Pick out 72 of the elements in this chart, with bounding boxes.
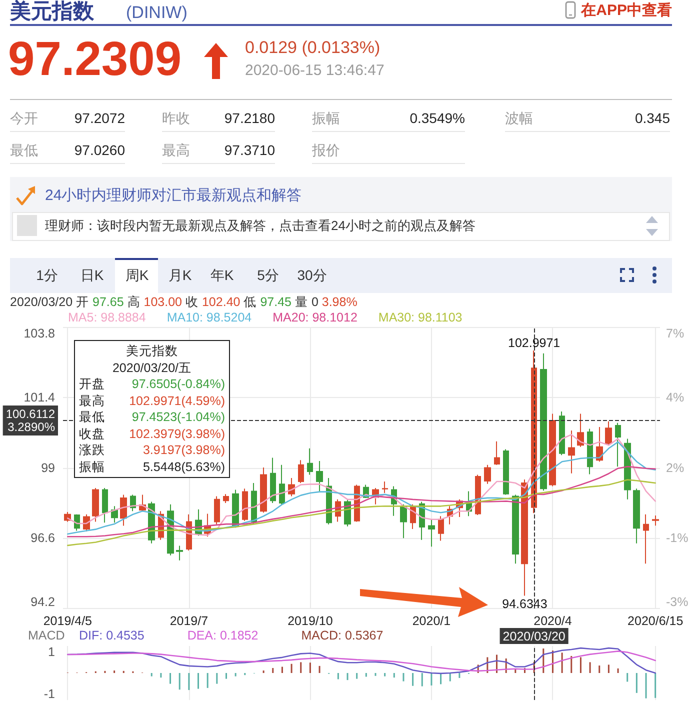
text: 0.3549% bbox=[410, 109, 465, 128]
annotation: 102.9971(4.59%) bbox=[129, 392, 225, 409]
text: 振幅 bbox=[312, 109, 340, 128]
annotation: 97.6505(-0.84%) bbox=[132, 376, 225, 392]
text: 最低 bbox=[10, 141, 38, 160]
annotation: 收盘 bbox=[79, 426, 105, 442]
text: 年K bbox=[210, 266, 234, 284]
text: 今开 bbox=[10, 109, 38, 128]
text: 2020/03/20 开 97.65 高 103.00 收 102.40 低 97.45 量 0 3.98% bbox=[10, 295, 358, 309]
annotation: 2020/03/20/五 bbox=[112, 360, 192, 374]
annotation: 振幅 bbox=[79, 458, 105, 475]
y-tick-label: -1 bbox=[44, 686, 56, 701]
text: 在APP中查看 bbox=[581, 2, 672, 20]
text: 97.2180 bbox=[224, 109, 275, 128]
x-tick-label: 2019/4/5 bbox=[43, 614, 92, 628]
text: 理财师：该时段内暂无最新观点及解答，点击查看24小时之前的观点及解答 bbox=[45, 217, 476, 235]
text: 昨收 bbox=[162, 109, 190, 128]
text: 97.0260 bbox=[74, 141, 125, 160]
x-tick-label: 2020/03/20 bbox=[502, 630, 566, 644]
ref-line-label: 100.6112 3.2890% bbox=[6, 407, 56, 434]
y2-tick-label: 2% bbox=[666, 460, 684, 475]
text: MA5: 98.8884 bbox=[68, 310, 146, 324]
text: MA20: 98.1012 bbox=[272, 310, 358, 324]
y-tick-label: 101.4 bbox=[24, 390, 56, 404]
annotation: 开盘 bbox=[79, 376, 105, 392]
x-tick-label: 2020/4 bbox=[534, 614, 572, 628]
x-tick-label: 2020/6/15 bbox=[628, 614, 684, 628]
y-tick-label: 1 bbox=[48, 645, 56, 660]
text: 日K bbox=[80, 266, 104, 284]
text: 最高 bbox=[162, 141, 190, 160]
y-tick-label: 96.6 bbox=[30, 531, 56, 546]
text: MA10: 98.5204 bbox=[166, 310, 252, 324]
y-tick-label: 103.8 bbox=[24, 326, 56, 340]
x-tick-label: 2020/1 bbox=[412, 614, 451, 628]
text: 周K bbox=[125, 266, 149, 284]
annotation: 102.9971 bbox=[508, 336, 560, 350]
text: 波幅 bbox=[505, 109, 533, 128]
series-label: MACD: 0.5367 bbox=[301, 628, 384, 642]
text: 报价 bbox=[312, 141, 340, 160]
text: 0.0129 (0.0133%) bbox=[245, 38, 380, 58]
y-tick-label: 94.2 bbox=[30, 595, 56, 609]
annotation: 最高 bbox=[79, 392, 105, 409]
text: 24小时内理财师对汇市最新观点和解答 bbox=[45, 186, 302, 206]
y2-tick-label: 4% bbox=[666, 390, 684, 404]
x-tick-label: 2019/10 bbox=[288, 614, 333, 628]
text: 月K bbox=[168, 266, 192, 284]
annotation: 3.9197(3.98%) bbox=[142, 442, 225, 458]
text: 2020-06-15 13:46:47 bbox=[245, 62, 384, 80]
annotation: 102.3979(3.98%) bbox=[129, 426, 225, 442]
text: 97.2309 bbox=[8, 32, 182, 88]
annotation: 最低 bbox=[79, 409, 105, 426]
annotation: 美元指数 bbox=[126, 344, 178, 358]
annotation: 94.6343 bbox=[502, 596, 548, 611]
text: 97.2072 bbox=[74, 109, 125, 128]
y-tick-label: 99 bbox=[41, 460, 56, 475]
x-tick-label: 2019/7 bbox=[170, 614, 208, 628]
text: 1分 bbox=[36, 266, 58, 284]
y2-tick-label: -3% bbox=[666, 595, 688, 609]
annotation: 5.5448(5.63%) bbox=[142, 458, 225, 475]
text: 30分 bbox=[297, 266, 327, 284]
text: MA30: 98.1103 bbox=[378, 310, 462, 324]
text: 97.3710 bbox=[224, 141, 275, 160]
chart-title: MACD bbox=[28, 628, 65, 642]
text: 0.345 bbox=[634, 109, 670, 128]
series-label: DEA: 0.1852 bbox=[187, 628, 258, 642]
y2-tick-label: -1% bbox=[666, 531, 688, 546]
annotation: 97.4523(-1.04%) bbox=[132, 409, 225, 426]
y2-tick-label: 7% bbox=[666, 326, 684, 340]
series-label: DIF: 0.4535 bbox=[79, 628, 144, 642]
text: 5分 bbox=[257, 266, 279, 284]
annotation: 涨跌 bbox=[79, 442, 105, 458]
text: (DINIW) bbox=[126, 2, 188, 24]
